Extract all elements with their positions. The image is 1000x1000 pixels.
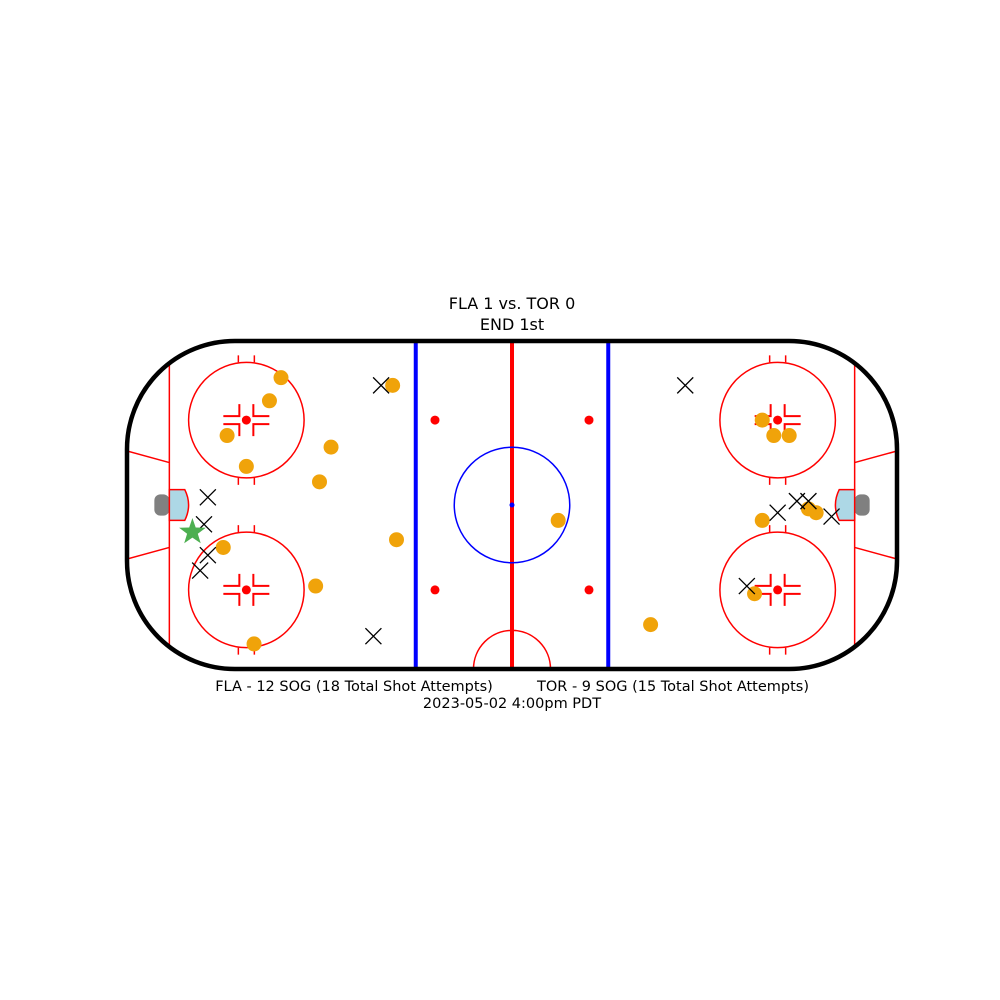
faceoff-l-mark-1-0 — [223, 573, 241, 587]
trapezoid-line-0-1 — [126, 546, 170, 560]
faceoff-l-mark-0-0 — [223, 404, 241, 418]
faceoff-circle-3 — [719, 531, 837, 649]
rink-boards — [124, 338, 900, 672]
faceoff-l-mark-3-3 — [783, 592, 801, 606]
faceoff-l-mark-2-1 — [783, 404, 801, 418]
shot-circle-8 — [215, 539, 231, 555]
shot-circle-19 — [643, 617, 659, 633]
shot-circle-10 — [246, 636, 262, 652]
shot-circle-1 — [261, 393, 277, 409]
rink — [124, 338, 900, 672]
center-circle — [453, 446, 571, 564]
shot-x-6 — [676, 376, 694, 394]
shot-x-3 — [199, 546, 217, 564]
shot-circle-2 — [219, 428, 235, 444]
footer-fla-shots: FLA - 12 SOG (18 Total Shot Attempts) — [215, 679, 493, 695]
shot-x-5 — [364, 627, 382, 645]
shot-x-10 — [823, 508, 841, 526]
faceoff-l-mark-0-3 — [252, 423, 270, 437]
shot-circle-11 — [550, 512, 566, 528]
faceoff-dot-1 — [241, 585, 251, 595]
shot-circle-5 — [312, 474, 327, 490]
trapezoid-line-1-1 — [854, 546, 898, 560]
shot-x-11 — [738, 577, 756, 595]
neutral-faceoff-dot-3 — [584, 585, 594, 595]
shot-circle-9 — [308, 578, 324, 594]
left-crease — [168, 488, 190, 522]
shot-circle-0 — [273, 370, 289, 386]
shot-marks — [179, 370, 841, 652]
right-crease — [834, 488, 856, 522]
faceoff-l-mark-0-1 — [252, 404, 270, 418]
footer-tor-shots: TOR - 9 SOG (15 Total Shot Attempts) — [536, 679, 809, 695]
chart-title: FLA 1 vs. TOR 0 — [449, 294, 576, 313]
neutral-faceoff-dot-2 — [430, 585, 440, 595]
faceoff-l-mark-3-1 — [783, 573, 801, 587]
faceoff-dot-2 — [773, 415, 783, 425]
left-net — [154, 494, 170, 516]
faceoff-circle-0 — [187, 361, 305, 479]
shot-x-4 — [191, 562, 209, 580]
faceoff-circle-2 — [719, 361, 837, 479]
faceoff-dot-0 — [241, 415, 251, 425]
footer-date: 2023-05-02 4:00pm PDT — [423, 696, 601, 712]
shot-x-1 — [199, 488, 217, 506]
neutral-faceoff-dot-0 — [430, 415, 440, 425]
shot-circle-7 — [389, 532, 404, 548]
faceoff-l-mark-1-2 — [223, 592, 241, 606]
goal-star-0 — [179, 518, 206, 544]
neutral-faceoff-dot-1 — [584, 415, 594, 425]
shot-circle-4 — [323, 439, 339, 455]
shot-circle-17 — [808, 505, 824, 521]
trapezoid-line-1-0 — [854, 450, 898, 464]
faceoff-l-mark-1-1 — [252, 573, 270, 587]
shot-circle-12 — [754, 412, 770, 428]
shot-circle-3 — [238, 458, 254, 474]
faceoff-dot-3 — [773, 585, 783, 595]
faceoff-l-mark-3-0 — [754, 573, 772, 587]
shot-circle-15 — [754, 512, 770, 528]
faceoff-l-mark-0-2 — [223, 423, 241, 437]
referee-crease — [472, 629, 552, 670]
shot-x-9 — [799, 492, 817, 510]
shot-x-7 — [769, 504, 787, 522]
right-net — [854, 494, 870, 516]
faceoff-circle-1 — [187, 531, 305, 649]
shot-circle-6 — [385, 377, 401, 393]
faceoff-l-mark-1-3 — [252, 592, 270, 606]
shot-circle-14 — [781, 428, 797, 444]
center-faceoff-dot — [509, 502, 515, 508]
shot-x-0 — [372, 376, 390, 394]
trapezoid-line-0-0 — [126, 450, 170, 464]
chart-subtitle: END 1st — [480, 315, 544, 334]
shot-circle-13 — [766, 428, 782, 444]
